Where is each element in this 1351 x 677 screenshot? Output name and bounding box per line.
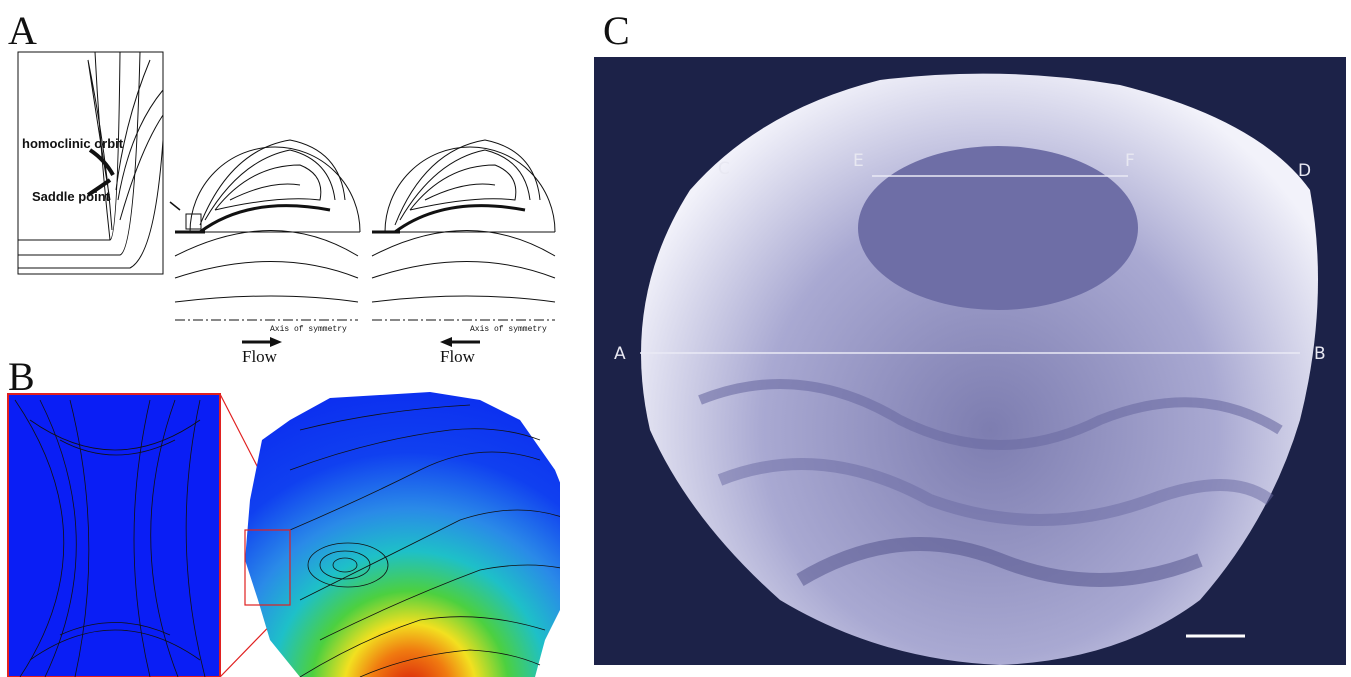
- flow-label: Flow: [440, 347, 476, 366]
- annotation: Saddle point: [32, 189, 111, 204]
- panel-label: B: [8, 354, 35, 399]
- panel-label: A: [8, 8, 37, 53]
- section-label: E: [853, 151, 864, 171]
- axis-label: Axis of symmetry: [270, 325, 347, 334]
- flow-label: Flow: [242, 347, 278, 366]
- section-label: A: [614, 344, 626, 364]
- velocity-field: [245, 392, 575, 677]
- section-label: D: [1298, 161, 1311, 181]
- figure: A homoclinic orbit Saddle point Axis of …: [0, 0, 1351, 677]
- section-label: B: [1314, 344, 1326, 364]
- inset-diagram: homoclinic orbit Saddle point: [18, 52, 163, 274]
- flow-diagram: Axis of symmetry Flow: [372, 140, 555, 366]
- panel-label: C: [603, 8, 630, 53]
- section-label: C: [718, 159, 730, 179]
- section-label: F: [1125, 151, 1135, 171]
- axis-label: Axis of symmetry: [470, 325, 547, 334]
- annotation: homoclinic orbit: [22, 136, 124, 151]
- photo: C E F D A B: [594, 57, 1346, 665]
- flow-diagram: Axis of symmetry Flow: [170, 140, 360, 366]
